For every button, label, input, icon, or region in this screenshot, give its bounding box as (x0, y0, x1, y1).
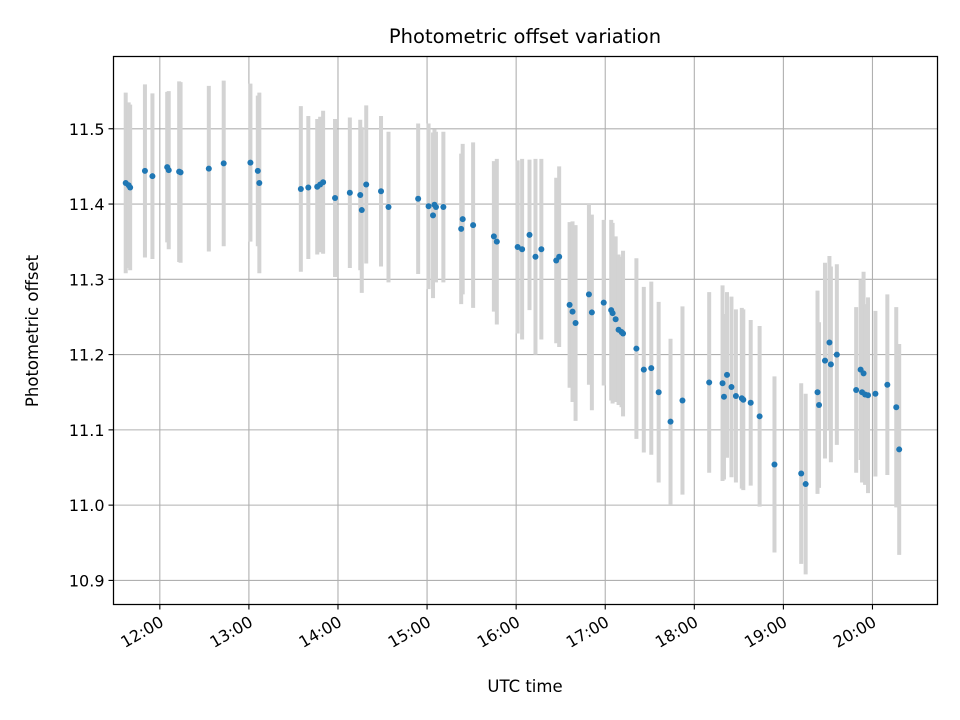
data-point (826, 339, 833, 346)
data-point (490, 233, 497, 240)
y-axis-ticks: 10.9 11.0 11.1 11.2 11.3 11.4 11.5 (69, 120, 114, 590)
data-point (588, 309, 595, 316)
data-point (821, 357, 828, 364)
y-tick-label: 11.3 (69, 270, 105, 289)
data-point (853, 386, 860, 393)
data-point (585, 291, 592, 298)
data-point (440, 204, 447, 211)
data-point (814, 389, 821, 396)
y-axis-title: Photometric offset (23, 254, 42, 407)
data-point (728, 383, 735, 390)
data-point (756, 413, 763, 420)
y-tick-label: 11.0 (69, 496, 105, 515)
y-tick-label: 11.1 (69, 421, 105, 440)
data-point (609, 310, 616, 317)
data-point (519, 246, 526, 253)
data-point (648, 365, 655, 372)
data-point (220, 160, 227, 167)
data-point (493, 238, 500, 245)
chart-title: Photometric offset variation (389, 25, 661, 48)
data-point (802, 481, 809, 488)
data-point (430, 212, 437, 219)
data-point (732, 392, 739, 399)
data-point (363, 181, 370, 188)
data-point (884, 381, 891, 388)
plot-frame (112, 55, 939, 606)
data-point (432, 204, 439, 211)
data-point (640, 366, 647, 373)
data-point (458, 225, 465, 232)
data-point (205, 165, 212, 172)
data-point (357, 192, 364, 199)
data-point (127, 184, 134, 191)
data-point (526, 231, 533, 238)
y-tick-label: 10.9 (69, 571, 105, 590)
data-point (459, 216, 466, 223)
data-point (572, 319, 579, 326)
data-point (358, 207, 365, 214)
data-point (415, 195, 422, 202)
data-point (256, 179, 263, 186)
data-point (612, 316, 619, 323)
y-tick-label: 11.4 (69, 195, 105, 214)
data-point (165, 167, 172, 174)
data-point (346, 189, 353, 196)
data-point (860, 370, 867, 377)
data-point (566, 301, 573, 308)
data-point (771, 461, 778, 468)
data-point (425, 203, 432, 210)
data-point (747, 399, 754, 406)
data-point (141, 167, 148, 174)
data-point (893, 404, 900, 411)
data-points (122, 159, 903, 488)
data-point (740, 396, 747, 403)
data-point (719, 380, 726, 387)
data-point (385, 204, 392, 211)
data-point (679, 397, 686, 404)
data-point (620, 330, 627, 337)
data-point (667, 418, 674, 425)
data-point (896, 446, 903, 453)
data-point (833, 351, 840, 358)
data-point (720, 393, 727, 400)
data-point (633, 345, 640, 352)
data-point (470, 222, 477, 229)
x-axis-title: UTC time (487, 677, 562, 696)
data-point (514, 243, 521, 250)
data-point (538, 246, 545, 253)
data-point (556, 253, 563, 260)
data-point (247, 159, 254, 166)
data-point (655, 389, 662, 396)
y-tick-label: 11.5 (69, 120, 105, 139)
data-point (798, 470, 805, 477)
data-point (724, 371, 731, 378)
data-point (378, 188, 385, 195)
data-point (827, 361, 834, 368)
data-point (305, 184, 312, 191)
data-point (532, 253, 539, 260)
data-point (320, 179, 327, 186)
data-point (569, 308, 576, 315)
data-point (706, 379, 713, 386)
y-tick-label: 11.2 (69, 346, 105, 365)
data-point (297, 185, 304, 192)
data-point (865, 392, 872, 399)
data-point (149, 173, 156, 180)
data-point (177, 169, 184, 176)
data-point (332, 195, 339, 202)
data-point (872, 390, 879, 397)
data-point (816, 402, 823, 409)
data-point (600, 299, 607, 306)
data-point (254, 167, 261, 174)
